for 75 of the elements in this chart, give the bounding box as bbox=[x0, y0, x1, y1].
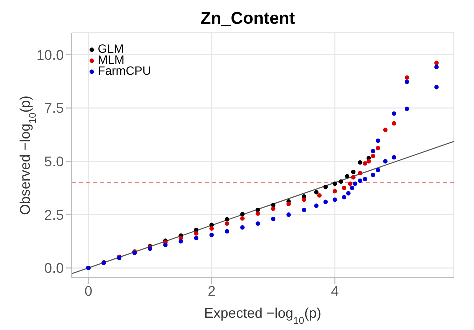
point bbox=[339, 180, 344, 184]
point bbox=[194, 231, 199, 236]
y-tick-label: 5.0 bbox=[44, 154, 64, 170]
legend-label: GLM bbox=[98, 42, 124, 56]
point bbox=[317, 193, 322, 198]
point bbox=[404, 76, 410, 80]
point bbox=[376, 168, 380, 173]
point bbox=[302, 198, 306, 202]
point bbox=[240, 216, 245, 221]
point bbox=[358, 171, 363, 176]
point bbox=[383, 159, 388, 164]
point bbox=[225, 222, 230, 226]
point bbox=[302, 208, 306, 212]
point bbox=[434, 65, 439, 70]
point bbox=[314, 204, 319, 208]
point bbox=[434, 85, 439, 90]
point bbox=[332, 189, 338, 194]
point bbox=[314, 190, 319, 195]
point bbox=[332, 182, 338, 186]
point bbox=[392, 155, 396, 160]
point bbox=[240, 225, 245, 230]
point bbox=[371, 154, 376, 158]
point bbox=[366, 159, 372, 164]
legend-label: FarmCPU bbox=[98, 64, 152, 78]
point bbox=[358, 178, 363, 184]
y-tick-label: 2.5 bbox=[44, 206, 64, 223]
point bbox=[363, 177, 368, 182]
point bbox=[350, 186, 355, 190]
point bbox=[383, 128, 388, 132]
point bbox=[271, 216, 276, 222]
point bbox=[348, 182, 353, 186]
point bbox=[376, 138, 380, 144]
y-tick-label: 7.5 bbox=[44, 100, 64, 116]
x-tick-label: 0 bbox=[84, 282, 93, 299]
point bbox=[376, 146, 380, 151]
point bbox=[225, 229, 230, 234]
point bbox=[256, 212, 260, 216]
point bbox=[210, 232, 214, 238]
point bbox=[286, 212, 292, 218]
point bbox=[163, 242, 168, 248]
y-tick-label: 10.0 bbox=[36, 46, 64, 63]
point bbox=[271, 206, 276, 212]
point bbox=[345, 174, 350, 179]
y-tick-label: 0.0 bbox=[44, 260, 64, 276]
point bbox=[342, 195, 347, 200]
point bbox=[358, 160, 363, 165]
point bbox=[434, 60, 439, 66]
x-axis-title: Expected −log$_{10}$(p) bbox=[204, 305, 322, 326]
point bbox=[392, 121, 396, 126]
point bbox=[324, 200, 328, 204]
point bbox=[363, 162, 368, 166]
point bbox=[332, 198, 338, 202]
point bbox=[404, 106, 410, 112]
point bbox=[371, 173, 376, 178]
x-tick-label: 2 bbox=[208, 282, 216, 299]
point bbox=[225, 217, 230, 222]
point bbox=[404, 80, 410, 84]
point bbox=[210, 226, 214, 231]
chart-title: Zn_Content bbox=[200, 9, 296, 28]
point bbox=[324, 184, 328, 190]
point bbox=[240, 212, 245, 217]
point bbox=[178, 239, 184, 244]
point bbox=[351, 175, 356, 180]
point bbox=[346, 191, 351, 196]
point bbox=[342, 186, 347, 190]
point bbox=[256, 222, 260, 226]
point bbox=[194, 236, 199, 241]
point bbox=[286, 202, 292, 206]
legend-label: MLM bbox=[98, 53, 125, 67]
point bbox=[392, 112, 396, 116]
point bbox=[371, 149, 376, 154]
point bbox=[353, 182, 358, 186]
point bbox=[351, 170, 356, 174]
point bbox=[271, 203, 276, 208]
x-tick-label: 4 bbox=[331, 282, 340, 299]
